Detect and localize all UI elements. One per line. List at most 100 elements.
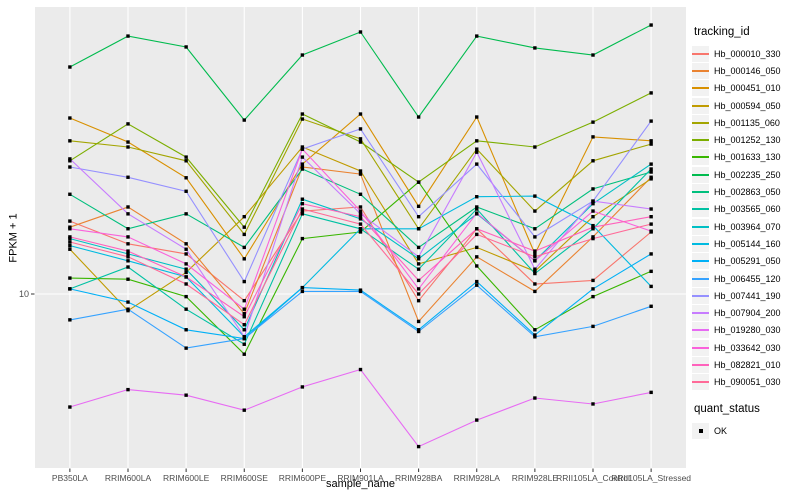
data-point [184,189,188,193]
data-point [591,199,595,203]
data-point [68,318,72,322]
legend-color-line [692,381,709,384]
legend-key-line-icon [692,270,709,287]
legend-color-line [692,52,709,55]
data-point [184,176,188,180]
legend-item-label: Hb_033642_030 [714,342,781,353]
data-point [300,385,305,389]
data-point [649,142,653,146]
legend-color-line [692,104,709,107]
x-tick-label: RRIM600LA [105,473,152,483]
legend-color-line [692,312,709,315]
data-point [533,252,537,256]
data-point [475,195,479,199]
legend-item-label: Hb_007441_190 [714,290,781,301]
legend-key-line-icon [692,287,709,304]
data-point [649,229,653,233]
data-point [300,112,305,116]
legend-key-line-icon [692,339,709,356]
data-point [300,162,305,166]
data-point [184,212,188,216]
data-point [126,227,130,231]
legend-color-line [692,191,709,194]
data-point [416,180,421,184]
data-point [358,212,363,216]
x-tick-label: RRIM600SE [221,473,269,483]
data-point [475,283,479,287]
legend-key-line-icon [692,62,709,79]
data-point [68,243,72,248]
data-point [475,264,479,268]
data-point [358,140,363,144]
legend-color-line [692,121,709,124]
data-point [416,298,421,303]
data-point [649,269,653,274]
data-point [533,255,537,259]
legend-color-line [692,242,709,245]
legend-key-line-icon [692,374,709,391]
data-point [126,277,130,281]
data-point [533,259,537,263]
data-point [475,147,479,151]
legend-color-line [692,208,709,211]
data-point [358,227,363,231]
data-point [300,289,305,294]
data-point [68,247,72,251]
data-point [416,227,421,231]
data-point [591,214,595,219]
legend: tracking_id Hb_000010_330 Hb_000146_050 Hb… [692,24,798,439]
legend-key-line-icon [692,45,709,62]
legend-item: Hb_090051_030 [692,374,798,391]
data-point [242,232,246,237]
legend-key-line-icon [692,305,709,322]
data-point [591,135,595,139]
data-point [591,159,595,163]
data-point [416,255,421,259]
legend-item: Hb_002235_250 [692,166,798,183]
data-point [475,205,479,209]
data-point [649,222,653,226]
data-point [591,402,595,406]
legend-color-line [692,173,709,176]
data-point [126,249,130,253]
legend-key-line-icon [692,132,709,149]
x-tick-label: RRIM600PE [279,473,327,483]
data-point [358,137,363,141]
data-point [591,201,595,206]
data-point [358,112,363,116]
data-point [649,390,653,395]
data-point [416,319,421,324]
data-point [300,165,305,169]
data-point [300,147,305,151]
legend-item: Hb_000594_050 [692,97,798,114]
data-point [649,167,653,171]
legend-item: Hb_007904_200 [692,304,798,322]
data-point [416,267,421,271]
data-point [300,212,305,216]
legend-item: Hb_005144_160 [692,235,798,252]
data-point [533,235,537,239]
data-point [649,170,653,174]
data-point [358,217,363,221]
data-point [184,275,188,279]
legend-item-label: Hb_005144_160 [714,238,781,249]
legend-item-label: Hb_019280_030 [714,325,781,336]
data-point [475,255,479,259]
data-point [242,225,246,229]
data-point [416,214,421,219]
data-point [475,207,479,211]
legend-key-line-icon [692,322,709,339]
data-point [242,298,246,303]
x-tick-label: RRII105LA_Control [556,473,630,483]
data-point [68,405,72,409]
data-point [591,187,595,191]
legend-key-square-icon [692,422,709,439]
legend-item: Hb_003565_060 [692,201,798,218]
legend-item: Hb_019280_030 [692,322,798,339]
data-point [533,328,537,332]
data-point [416,278,421,283]
data-point [126,252,130,256]
data-point [533,282,537,286]
data-point [649,91,653,95]
